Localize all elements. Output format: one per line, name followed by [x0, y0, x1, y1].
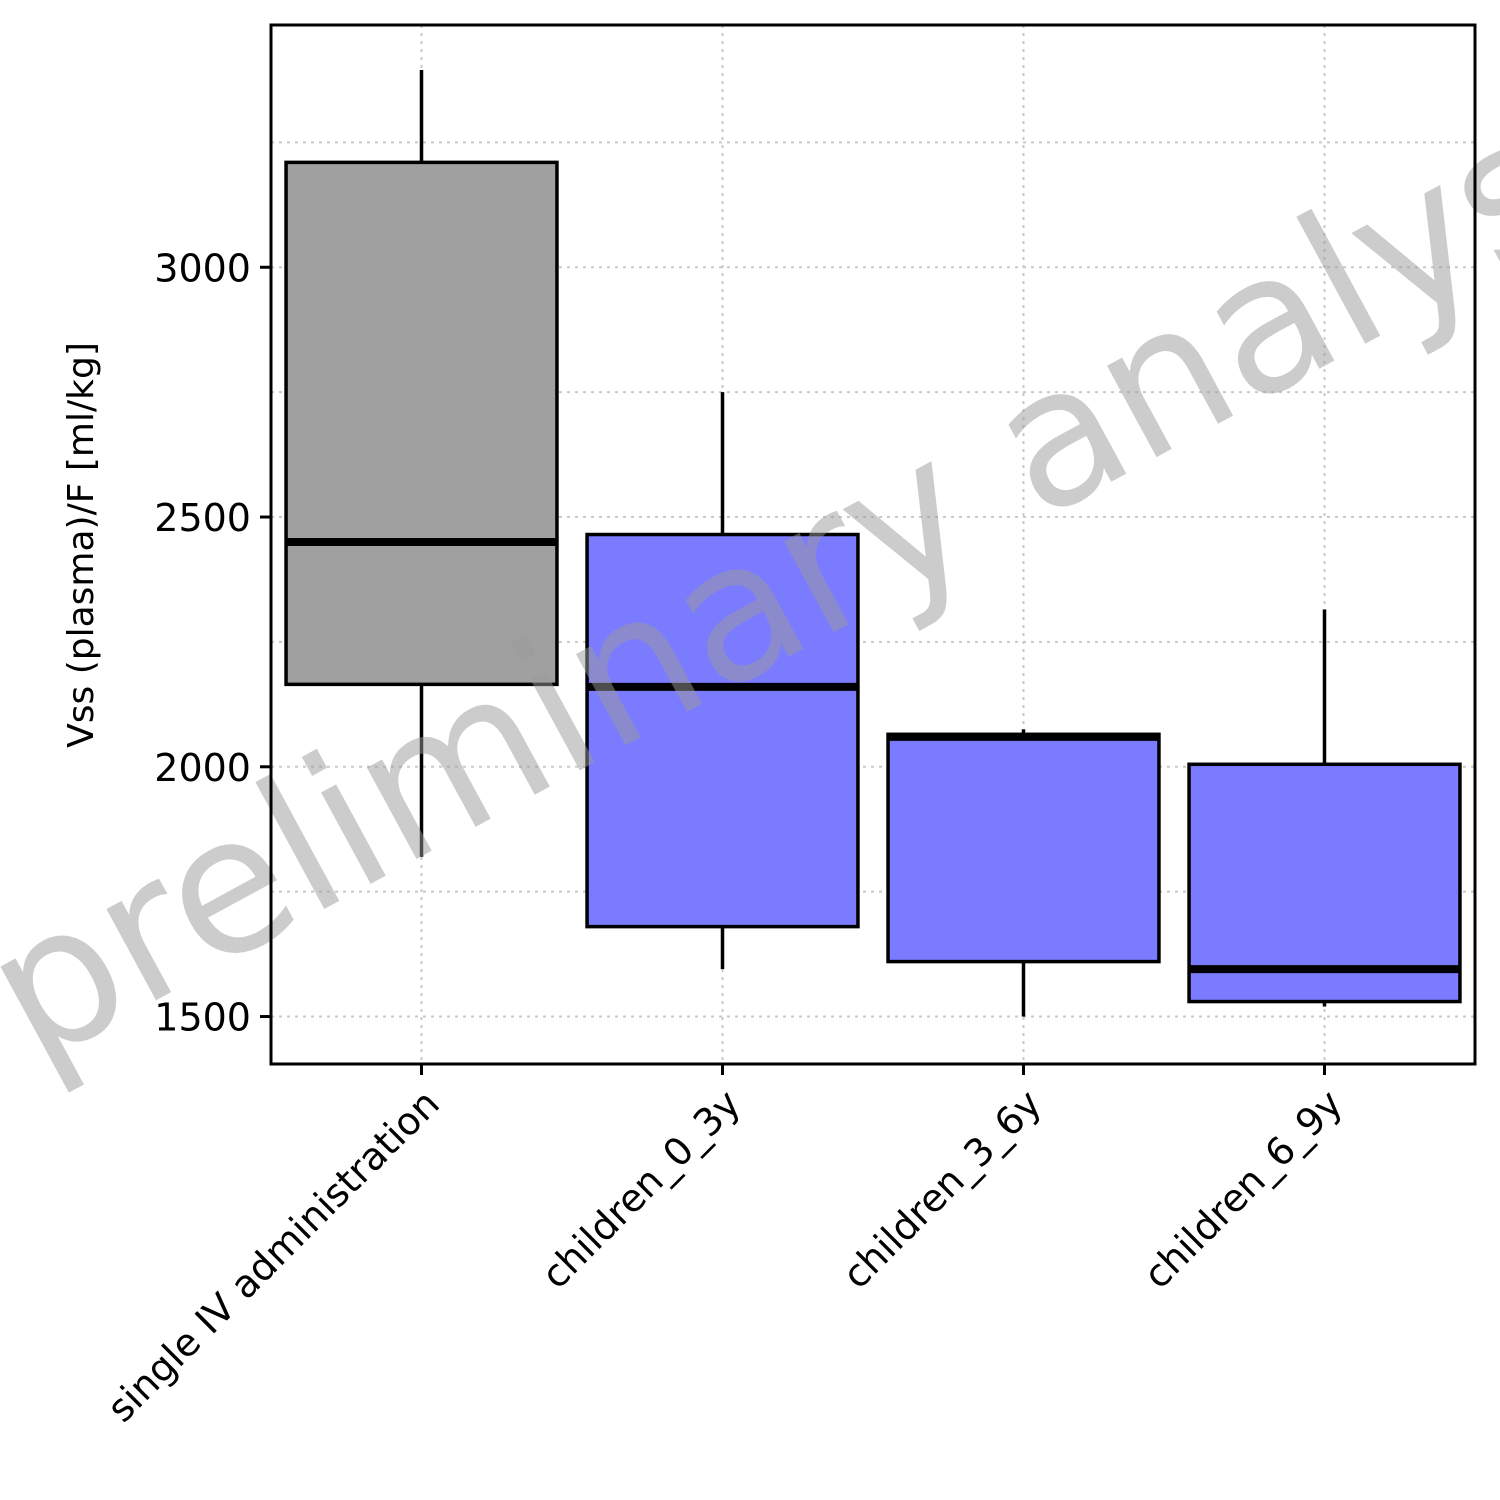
- y-tick-label: 3000: [154, 246, 251, 290]
- box-1: [585, 392, 860, 970]
- x-axis: single IV administration children_0_3y chi…: [99, 1064, 1351, 1430]
- box-2: [886, 729, 1161, 1017]
- plot-panel-border: [269, 23, 1477, 1066]
- y-tick-label: 1500: [154, 996, 251, 1040]
- box-iqr: [585, 532, 860, 929]
- box-iqr: [886, 732, 1161, 964]
- box-iqr: [284, 160, 559, 687]
- x-tick-label: children_0_3y: [533, 1081, 749, 1297]
- y-tick-label: 2500: [154, 496, 251, 540]
- x-tick-label: children_3_6y: [834, 1081, 1050, 1297]
- y-axis-title: Vss (plasma)/F [ml/kg]: [61, 342, 102, 748]
- box-3: [1187, 609, 1462, 1007]
- y-tick-label: 2000: [154, 746, 251, 790]
- x-tick-label: single IV administration: [99, 1081, 448, 1430]
- y-axis: 1500 2000 2500 3000: [154, 246, 271, 1040]
- box-iqr: [1187, 762, 1462, 1004]
- box-0: [284, 69, 559, 857]
- x-tick-label: children_6_9y: [1135, 1081, 1351, 1297]
- box-series: [284, 69, 1462, 1017]
